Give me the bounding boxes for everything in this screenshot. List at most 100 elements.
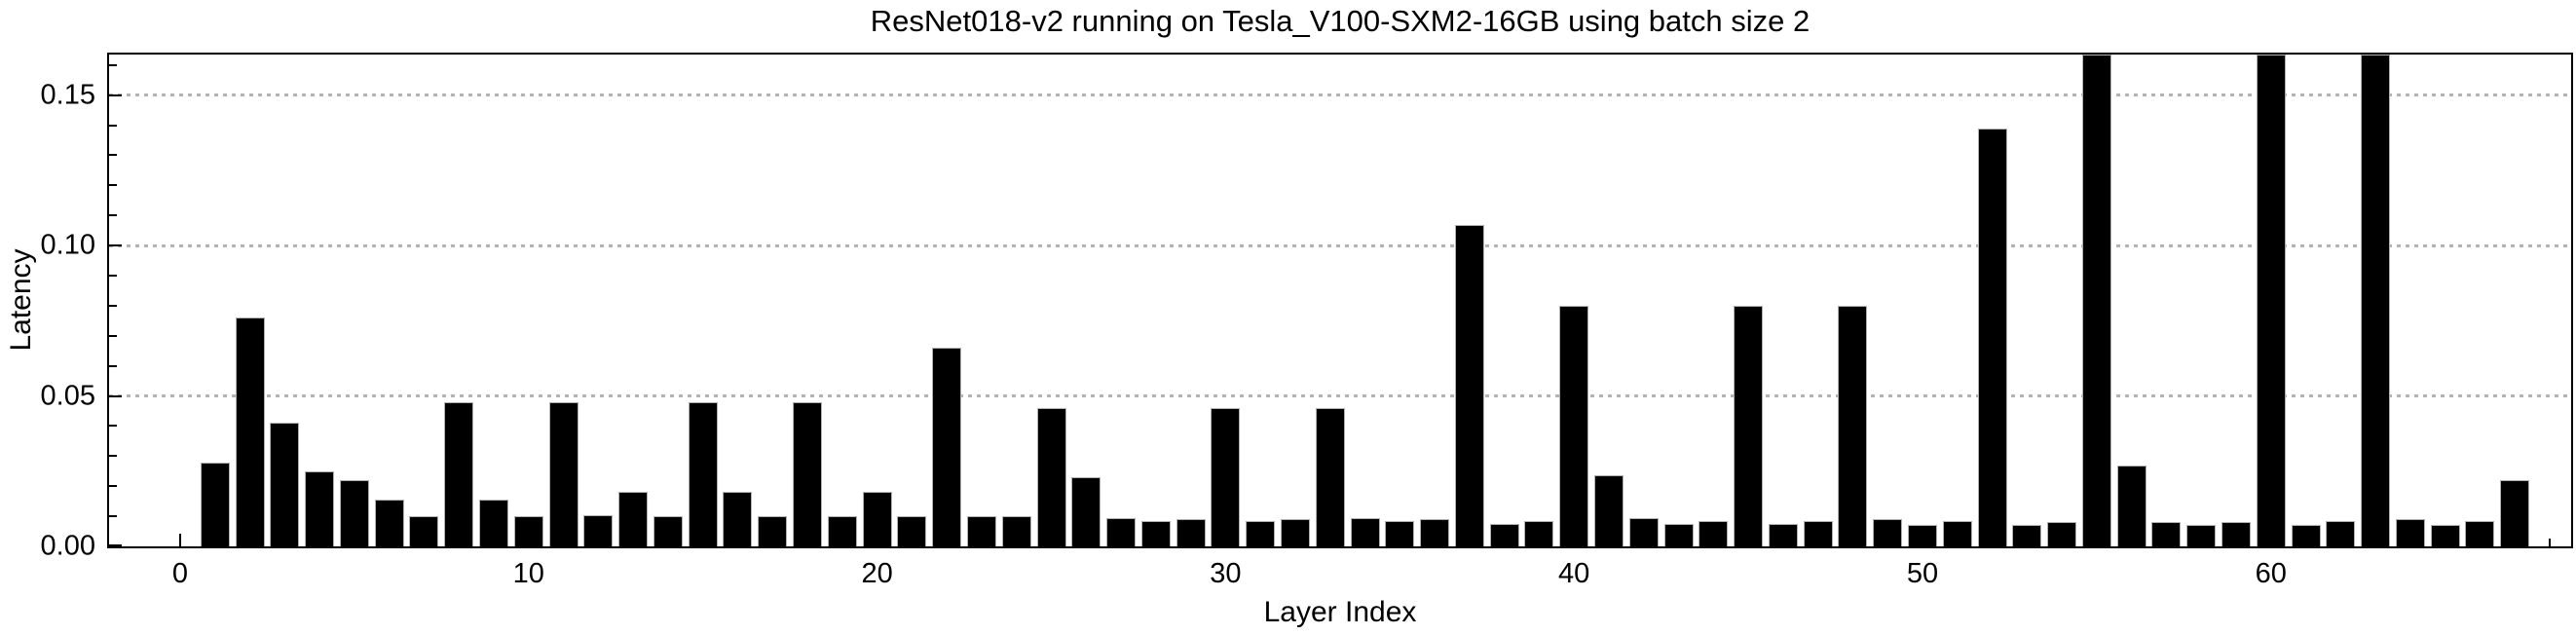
chart-title: ResNet018-v2 running on Tesla_V100-SXM2-… (870, 4, 1811, 38)
bar-layer-45 (1734, 305, 1764, 546)
bar-layer-12 (583, 514, 614, 546)
bar-layer-15 (688, 401, 718, 546)
gridline-0.15 (109, 93, 2571, 97)
bar-layer-3 (270, 423, 300, 546)
bar-layer-18 (793, 401, 823, 546)
y-tick-label-0.10: 0.10 (40, 229, 95, 261)
bar-layer-39 (1524, 520, 1554, 546)
bar-layer-43 (1663, 523, 1694, 546)
bar-layer-59 (2221, 522, 2252, 546)
y-tick-minor (109, 154, 117, 157)
y-tick-major (109, 394, 122, 397)
bar-layer-14 (653, 516, 683, 546)
bar-layer-65 (2430, 525, 2460, 546)
y-tick-minor (109, 364, 117, 367)
bar-layer-13 (618, 492, 649, 546)
bar-layer-10 (513, 516, 543, 546)
y-tick-minor (109, 485, 117, 488)
bar-layer-23 (966, 516, 996, 546)
bar-layer-49 (1873, 519, 1903, 546)
bar-layer-8 (444, 401, 474, 546)
y-tick-minor (109, 425, 117, 428)
y-tick-major (109, 544, 122, 546)
bar-layer-63 (2361, 55, 2391, 546)
bar-layer-11 (548, 401, 579, 546)
bar-layer-37 (1454, 224, 1484, 546)
y-tick-minor (109, 304, 117, 307)
bar-layer-52 (1977, 128, 2007, 546)
x-tick-label-40: 40 (1558, 558, 1590, 589)
bar-layer-60 (2256, 55, 2286, 546)
y-tick-label-0.05: 0.05 (40, 380, 95, 412)
bar-layer-41 (1593, 475, 1624, 546)
bar-layer-16 (723, 492, 753, 546)
bar-layer-57 (2151, 522, 2182, 546)
chart-plot-area (107, 53, 2573, 548)
x-tick-label-30: 30 (1210, 558, 1242, 589)
x-tick-label-0: 0 (171, 558, 189, 589)
bar-layer-54 (2047, 522, 2077, 546)
y-tick-minor (109, 63, 117, 66)
y-tick-minor (109, 455, 117, 458)
bar-layer-53 (2012, 525, 2042, 546)
y-tick-major (109, 244, 122, 247)
bar-layer-31 (1246, 520, 1276, 546)
bar-layer-34 (1350, 517, 1380, 546)
bar-layer-28 (1140, 520, 1171, 546)
bar-layer-2 (235, 318, 265, 546)
bar-layer-38 (1489, 523, 1519, 546)
bar-layer-26 (1071, 476, 1101, 546)
bar-layer-61 (2291, 525, 2321, 546)
bar-layer-7 (409, 516, 439, 546)
bar-layer-36 (1420, 519, 1450, 546)
bar-layer-48 (1838, 305, 1868, 546)
bar-layer-4 (305, 470, 335, 546)
bar-layer-29 (1176, 519, 1206, 546)
bar-layer-58 (2186, 525, 2217, 546)
bar-layer-66 (2465, 520, 2495, 546)
bar-layer-51 (1942, 520, 1972, 546)
x-tick-minor (2549, 539, 2552, 546)
bar-layer-5 (339, 480, 369, 546)
bar-layer-1 (200, 462, 230, 546)
bar-layer-40 (1559, 305, 1589, 546)
y-tick-minor (109, 184, 117, 187)
bar-layer-35 (1385, 520, 1415, 546)
x-axis-title: Layer Index (1263, 596, 1417, 628)
bar-layer-25 (1036, 407, 1066, 546)
bar-layer-19 (827, 516, 857, 546)
gridline-0.1 (109, 243, 2571, 247)
x-tick-label-50: 50 (1906, 558, 1939, 589)
y-tick-minor (109, 515, 117, 518)
bar-layer-27 (1106, 517, 1137, 546)
y-tick-minor (109, 334, 117, 337)
bar-layer-42 (1628, 517, 1659, 546)
bar-layer-47 (1803, 520, 1833, 546)
bar-layer-67 (2500, 480, 2530, 546)
bar-layer-44 (1699, 520, 1729, 546)
bar-layer-9 (479, 500, 509, 546)
bar-layer-30 (1211, 407, 1241, 546)
bar-layer-55 (2081, 55, 2111, 546)
y-tick-major (109, 93, 122, 96)
bar-layer-50 (1908, 525, 1937, 546)
x-tick-label-20: 20 (861, 558, 893, 589)
y-tick-label-0.00: 0.00 (40, 530, 95, 562)
y-axis-title: Latency (5, 248, 37, 352)
bar-layer-20 (862, 492, 892, 546)
bar-layer-32 (1280, 519, 1310, 546)
bar-layer-6 (374, 500, 404, 546)
y-tick-minor (109, 214, 117, 217)
y-tick-minor (109, 275, 117, 278)
bar-layer-64 (2395, 519, 2425, 546)
x-tick-label-10: 10 (512, 558, 544, 589)
y-tick-minor (109, 124, 117, 127)
bar-layer-22 (932, 348, 962, 546)
bar-layer-21 (897, 516, 927, 546)
gridline-0.05 (109, 394, 2571, 398)
bar-layer-56 (2116, 465, 2147, 546)
bar-layer-17 (758, 516, 788, 546)
x-tick-major (179, 534, 181, 546)
bar-layer-62 (2326, 520, 2356, 546)
